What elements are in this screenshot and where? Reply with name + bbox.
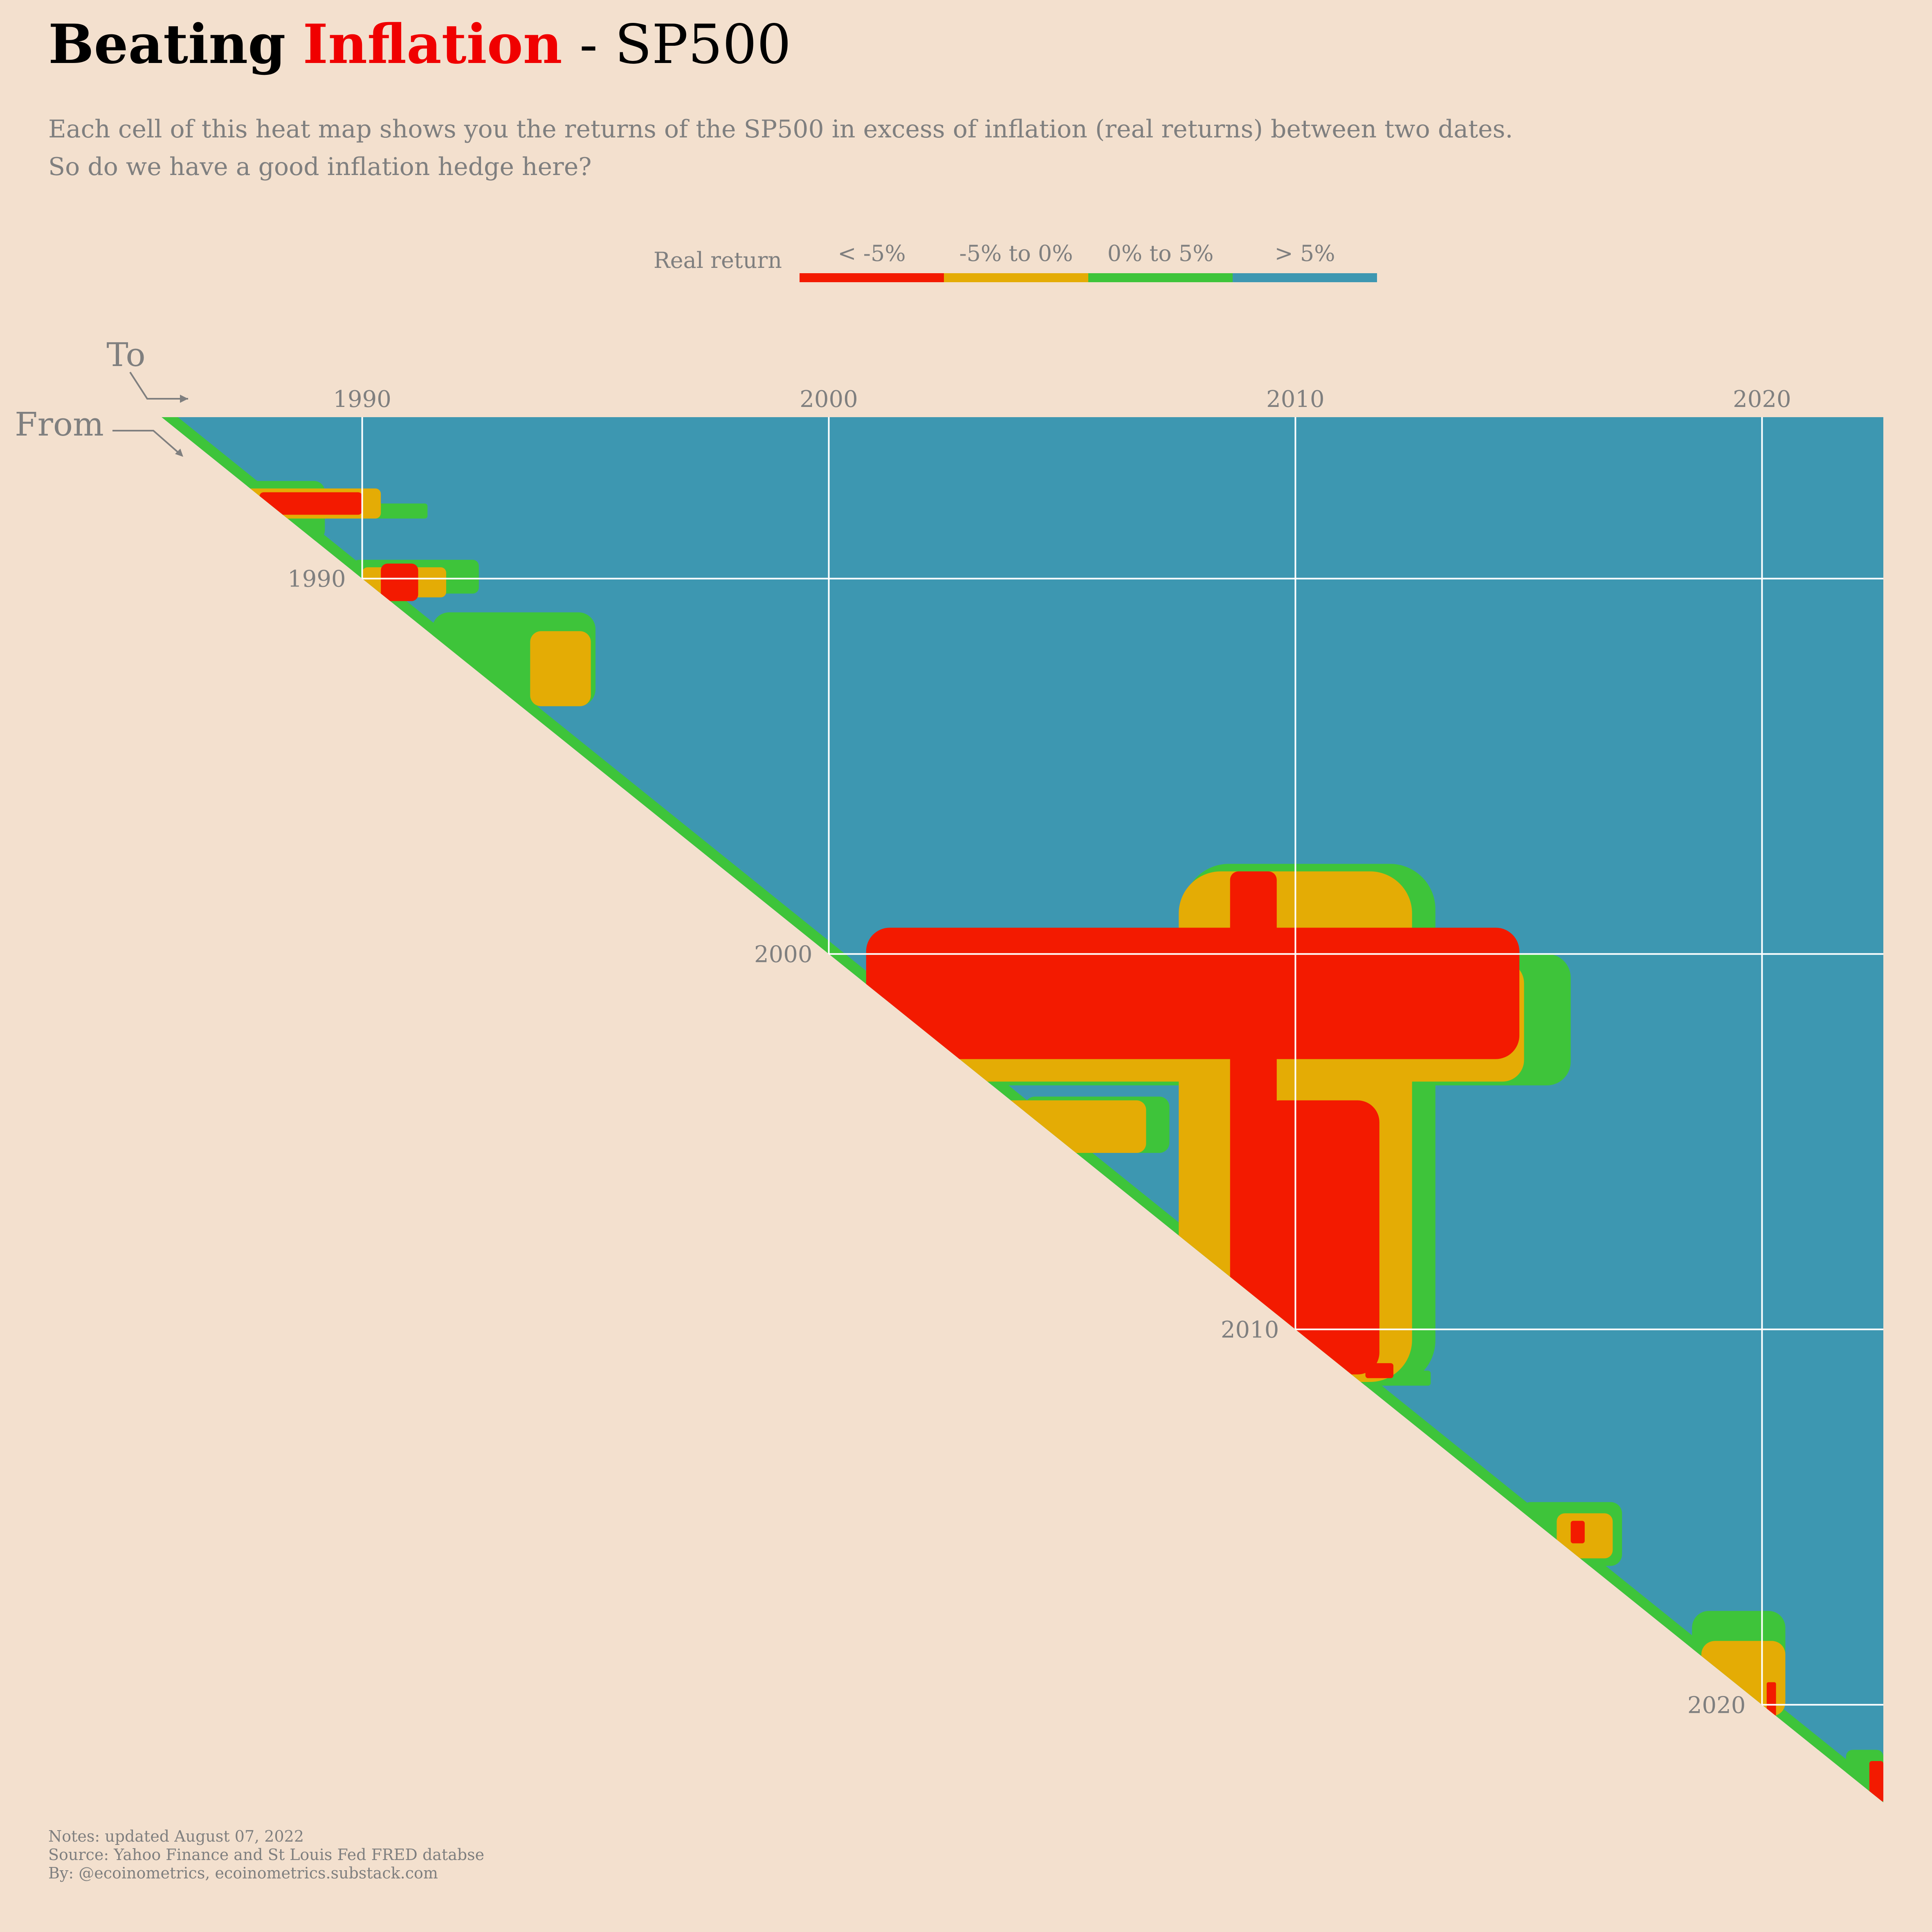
legend-label: 0% to 5% [1108, 240, 1214, 266]
subtitle-line-1: Each cell of this heat map shows you the… [48, 115, 1513, 144]
page-title: Beating Inflation - SP500 [48, 12, 791, 77]
heatmap-cell [530, 631, 591, 706]
notes-source: Source: Yahoo Finance and St Louis Fed F… [48, 1846, 485, 1864]
legend-swatch [944, 273, 1088, 282]
heatmap-cells [162, 417, 1883, 1802]
legend-title: Real return [654, 247, 782, 273]
heatmap-cell [259, 492, 362, 515]
tick-labels: 1990 2000 2010 2020 1990 2000 2010 2020 [288, 386, 1791, 1719]
heatmap-cell [1365, 1363, 1394, 1378]
to-arrowhead [180, 395, 188, 403]
heatmap-body [162, 417, 1883, 1802]
legend-label: -5% to 0% [959, 240, 1073, 266]
to-arrow [129, 371, 188, 400]
legend-swatch [1233, 273, 1377, 282]
legend: Real return < -5% -5% to 0% 0% to 5% > 5% [654, 240, 1377, 282]
axis-labels: To From [15, 336, 188, 457]
heatmap-cell [1235, 1198, 1291, 1236]
from-axis-label: From [15, 405, 104, 443]
heatmap-cell [1258, 1100, 1379, 1375]
heatmap-cell [866, 928, 1520, 1059]
title-part-inflation: Inflation [303, 13, 562, 76]
from-arrowhead [175, 449, 183, 457]
y-tick-label: 2000 [754, 941, 813, 968]
legend-label: < -5% [838, 240, 905, 266]
gridlines [361, 417, 1883, 1706]
heatmap-cell [1570, 1521, 1585, 1543]
x-tick-label: 2000 [800, 386, 858, 413]
y-tick-label: 1990 [288, 566, 346, 593]
heatmap-cell [381, 563, 418, 601]
x-tick-label: 1990 [333, 386, 391, 413]
title-part-beating: Beating [48, 13, 286, 76]
heatmap-cell [1766, 1682, 1776, 1716]
legend-label: > 5% [1274, 240, 1335, 266]
legend-swatch [800, 273, 944, 282]
y-tick-label: 2020 [1687, 1692, 1746, 1719]
notes: Notes: updated August 07, 2022 Source: Y… [48, 1827, 484, 1883]
from-arrow [112, 430, 181, 455]
notes-updated: Notes: updated August 07, 2022 [48, 1827, 304, 1845]
legend-swatch [1088, 273, 1233, 282]
title-part-sp500: - SP500 [579, 13, 791, 76]
subtitle-line-2: So do we have a good inflation hedge her… [48, 153, 592, 181]
to-axis-label: To [106, 336, 145, 374]
heatmap-cell [1869, 1761, 1883, 1802]
y-tick-label: 2010 [1221, 1316, 1279, 1343]
x-tick-label: 2020 [1733, 386, 1791, 413]
heatmap-cell [1043, 1100, 1146, 1153]
notes-author: By: @ecoinometrics, ecoinometrics.substa… [48, 1864, 438, 1882]
x-tick-label: 2010 [1266, 386, 1325, 413]
subtitle: Each cell of this heat map shows you the… [48, 110, 1513, 186]
